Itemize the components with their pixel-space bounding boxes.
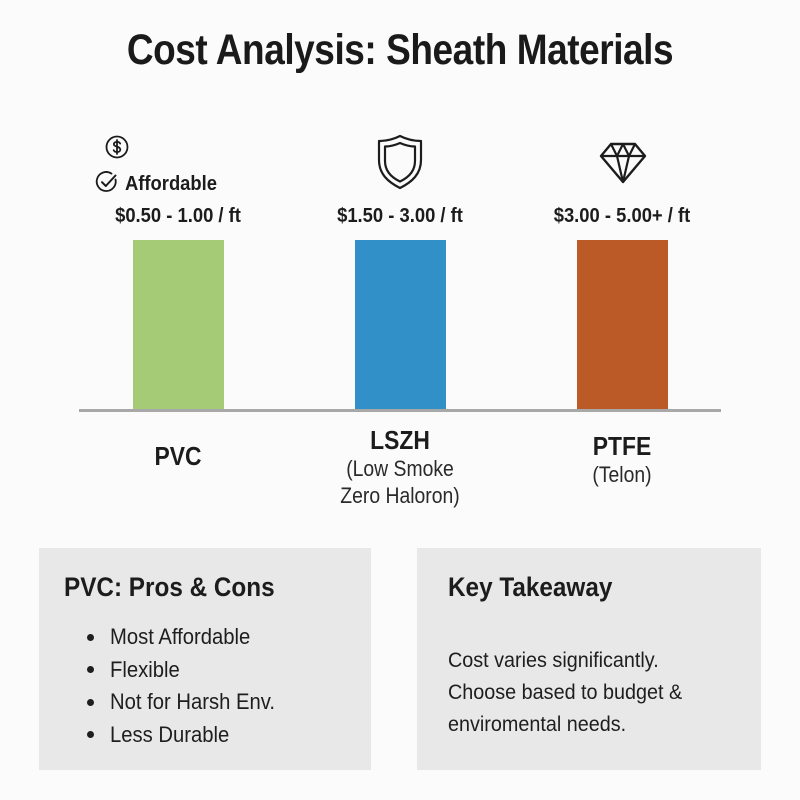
bullet-icon [87,633,94,641]
x-axis-line [79,409,721,412]
category-pvc: PVC [68,441,288,471]
list-item: Less Durable [87,719,289,752]
page-title: Cost Analysis: Sheath Materials [126,26,674,74]
category-name: PTFE [592,431,652,461]
category-lszh: LSZH (Low Smoke Zero Haloron) [290,425,510,509]
check-circle-icon [95,170,119,199]
key-takeaway-text: Cost varies significantly. Choose based … [448,644,768,740]
price-label-ptfe: $3.00 - 5.00+ / ft [553,205,691,227]
takeaway-line: enviromental needs. [448,712,627,736]
category-subtitle: (Low Smoke [346,456,454,481]
dollar-circle-icon [105,135,129,159]
key-takeaway-title: Key Takeaway [448,572,613,602]
category-ptfe: PTFE (Telon) [512,431,732,488]
bar-ptfe [577,240,668,410]
bullet-icon [87,731,94,739]
diamond-icon [599,142,647,184]
category-name: PVC [154,441,202,471]
bar-pvc [133,240,224,410]
list-item: Not for Harsh Env. [87,686,289,719]
affordable-badge: Affordable [95,170,225,199]
affordable-label: Affordable [125,173,217,195]
bullet-icon [87,698,94,706]
pros-cons-title: PVC: Pros & Cons [64,572,275,602]
category-subtitle: (Telon) [592,462,652,487]
pros-cons-list: Most Affordable Flexible Not for Harsh E… [87,621,289,751]
list-item: Flexible [87,654,289,687]
bullet-icon [87,666,94,674]
takeaway-line: Cost varies significantly. [448,648,659,672]
price-label-pvc: $0.50 - 1.00 / ft [115,205,241,227]
category-name: LSZH [370,425,430,455]
shield-icon [376,134,424,190]
category-subtitle: Zero Haloron) [340,483,460,508]
takeaway-line: Choose based to budget & [448,680,683,704]
key-takeaway-card: Key Takeaway Cost varies significantly. … [417,548,761,770]
price-label-lszh: $1.50 - 3.00 / ft [337,205,463,227]
list-item: Most Affordable [87,621,289,654]
pros-cons-card: PVC: Pros & Cons Most Affordable Flexibl… [39,548,371,770]
bar-lszh [355,240,446,410]
